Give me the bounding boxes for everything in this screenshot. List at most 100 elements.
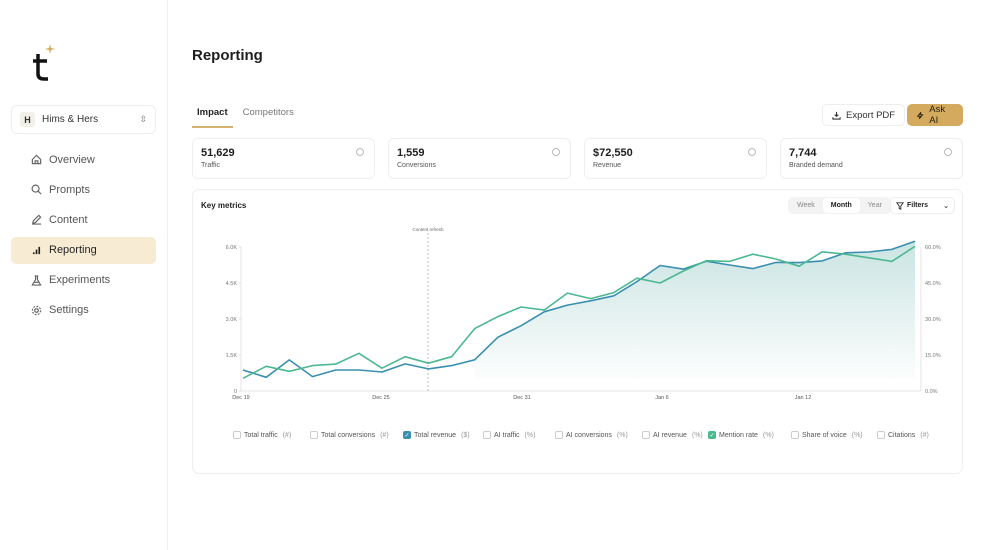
sidebar-item-content[interactable]: Content <box>11 206 156 233</box>
export-pdf-button[interactable]: Export PDF <box>822 104 906 126</box>
sidebar-item-reporting[interactable]: Reporting <box>11 236 156 264</box>
chevron-down-icon: ⌄ <box>943 202 949 210</box>
data-point[interactable] <box>681 269 686 274</box>
stat-card-revenue: $72,550 Revenue <box>584 138 767 179</box>
legend-item[interactable]: Citations (#) <box>877 431 937 439</box>
workspace-avatar: H <box>20 112 35 127</box>
data-point[interactable] <box>611 290 616 295</box>
data-point[interactable] <box>426 366 431 371</box>
data-point[interactable] <box>241 376 246 381</box>
legend-item[interactable]: AI conversions (%) <box>555 431 642 439</box>
period-year[interactable]: Year <box>867 202 882 209</box>
data-point[interactable] <box>658 263 663 268</box>
data-point[interactable] <box>727 259 732 264</box>
data-point[interactable] <box>866 255 871 260</box>
data-point[interactable] <box>913 244 918 249</box>
sidebar-item-overview[interactable]: Overview <box>11 146 156 173</box>
data-point[interactable] <box>241 367 246 372</box>
logo[interactable] <box>30 44 60 84</box>
checkbox[interactable] <box>233 431 241 439</box>
x-tick-label: Dec 31 <box>513 395 530 401</box>
y-left-tick-label: 3.0K <box>226 317 238 323</box>
sidebar-item-prompts[interactable]: Prompts <box>11 176 156 203</box>
data-point[interactable] <box>797 264 802 269</box>
data-point[interactable] <box>750 266 755 271</box>
data-point[interactable] <box>773 257 778 262</box>
data-point[interactable] <box>634 276 639 281</box>
data-point[interactable] <box>287 357 292 362</box>
checkbox[interactable] <box>310 431 318 439</box>
info-icon[interactable] <box>552 148 560 156</box>
data-point[interactable] <box>333 362 338 367</box>
checkbox[interactable]: ✓ <box>403 431 411 439</box>
legend-item[interactable]: AI revenue (%) <box>642 431 708 439</box>
y-right-tick-label: 0.0% <box>925 389 938 395</box>
data-point[interactable] <box>310 374 315 379</box>
data-point[interactable] <box>820 258 825 263</box>
data-point[interactable] <box>866 250 871 255</box>
data-point[interactable] <box>750 252 755 257</box>
data-point[interactable] <box>588 296 593 301</box>
data-point[interactable] <box>889 259 894 264</box>
y-left-tick-label: 0 <box>234 389 237 395</box>
checkbox[interactable] <box>791 431 799 439</box>
data-point[interactable] <box>565 303 570 308</box>
stat-value: 7,744 <box>789 147 817 159</box>
data-point[interactable] <box>495 335 500 340</box>
tab-competitors[interactable]: Competitors <box>242 107 294 118</box>
info-icon[interactable] <box>748 148 756 156</box>
data-point[interactable] <box>704 258 709 263</box>
data-point[interactable] <box>356 351 361 356</box>
legend-item[interactable]: Total traffic (#) <box>233 431 310 439</box>
download-icon <box>832 111 841 120</box>
data-point[interactable] <box>264 375 269 380</box>
data-point[interactable] <box>519 305 524 310</box>
data-point[interactable] <box>495 314 500 319</box>
data-point[interactable] <box>449 354 454 359</box>
sidebar: H Hims & Hers ⇳ Overview Prompts Content… <box>0 0 168 550</box>
ask-ai-button[interactable]: Ask AI <box>907 104 963 126</box>
info-icon[interactable] <box>944 148 952 156</box>
data-point[interactable] <box>449 363 454 368</box>
data-point[interactable] <box>843 252 848 257</box>
tab-impact[interactable]: Impact <box>192 104 233 128</box>
data-point[interactable] <box>658 281 663 286</box>
period-month[interactable]: Month <box>822 198 860 213</box>
workspace-switcher[interactable]: H Hims & Hers ⇳ <box>11 105 156 134</box>
legend-item[interactable]: Total conversions (#) <box>310 431 403 439</box>
checkbox[interactable] <box>483 431 491 439</box>
sidebar-item-experiments[interactable]: Experiments <box>11 267 156 294</box>
data-point[interactable] <box>519 323 524 328</box>
data-point[interactable] <box>333 367 338 372</box>
checkbox[interactable] <box>555 431 563 439</box>
data-point[interactable] <box>472 357 477 362</box>
data-point[interactable] <box>565 291 570 296</box>
data-point[interactable] <box>356 367 361 372</box>
data-point[interactable] <box>287 369 292 374</box>
data-point[interactable] <box>310 363 315 368</box>
data-point[interactable] <box>403 354 408 359</box>
data-point[interactable] <box>820 249 825 254</box>
checkbox[interactable]: ✓ <box>708 431 716 439</box>
data-point[interactable] <box>472 326 477 331</box>
info-icon[interactable] <box>356 148 364 156</box>
data-point[interactable] <box>403 361 408 366</box>
data-point[interactable] <box>913 239 918 244</box>
legend-item[interactable]: ✓ Mention rate (%) <box>708 431 791 439</box>
data-point[interactable] <box>426 361 431 366</box>
series-line-total-revenue <box>242 240 916 379</box>
legend-item[interactable]: ✓ Total revenue ($) <box>403 431 483 439</box>
filters-dropdown[interactable]: Filters ⌄ <box>890 197 955 214</box>
checkbox[interactable] <box>642 431 650 439</box>
period-week[interactable]: Week <box>797 202 815 209</box>
gear-icon <box>31 305 42 316</box>
data-point[interactable] <box>380 366 385 371</box>
legend-item[interactable]: AI traffic (%) <box>483 431 555 439</box>
legend-item[interactable]: Share of voice (%) <box>791 431 877 439</box>
checkbox[interactable] <box>877 431 885 439</box>
data-point[interactable] <box>264 364 269 369</box>
data-point[interactable] <box>889 247 894 252</box>
data-point[interactable] <box>542 308 547 313</box>
sidebar-item-settings[interactable]: Settings <box>11 297 156 324</box>
series-line-mention-rate <box>242 245 916 380</box>
